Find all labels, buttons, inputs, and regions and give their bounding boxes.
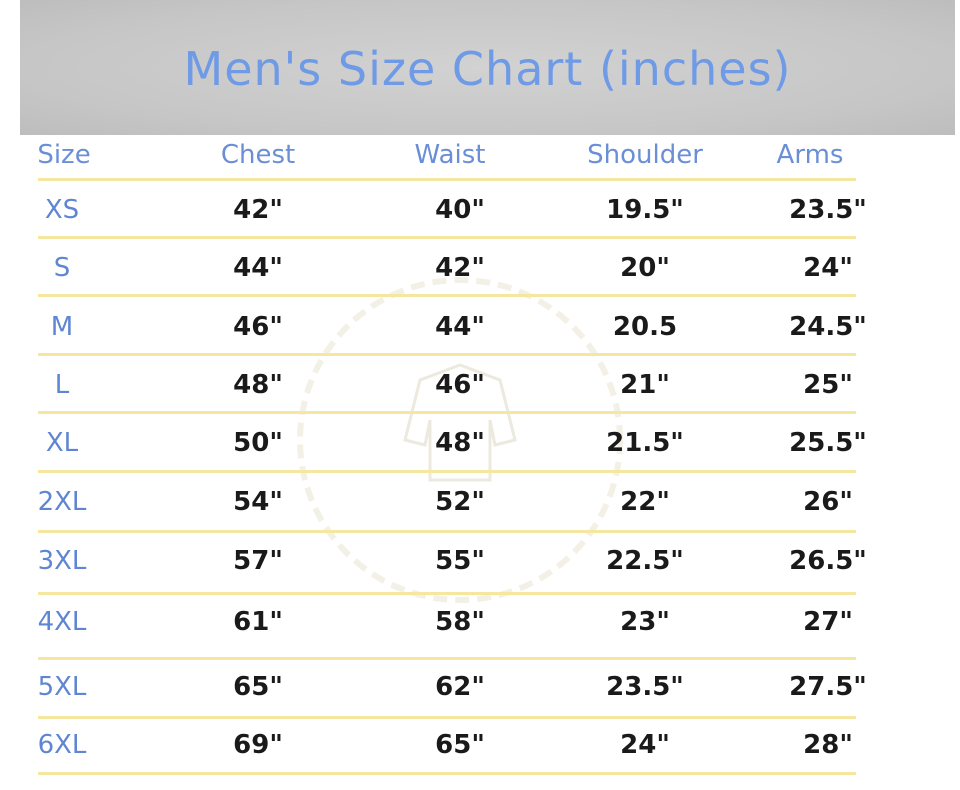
column-header-arms: Arms: [776, 140, 844, 170]
row-divider: [38, 353, 856, 356]
cell-waist: 58": [435, 607, 485, 637]
cell-arms: 23.5": [789, 195, 867, 225]
size-label: 2XL: [37, 487, 87, 517]
cell-arms: 24.5": [789, 312, 867, 342]
cell-chest: 42": [233, 195, 283, 225]
cell-chest: 46": [233, 312, 283, 342]
cell-chest: 57": [233, 546, 283, 576]
cell-waist: 44": [435, 312, 485, 342]
cell-waist: 52": [435, 487, 485, 517]
chart-title: Men's Size Chart (inches): [183, 42, 792, 96]
cell-shoulder: 24": [620, 730, 670, 760]
cell-shoulder: 20": [620, 253, 670, 283]
cell-waist: 46": [435, 370, 485, 400]
cell-arms: 27": [803, 607, 853, 637]
cell-waist: 62": [435, 672, 485, 702]
cell-arms: 25": [803, 370, 853, 400]
cell-arms: 26": [803, 487, 853, 517]
column-header-chest: Chest: [220, 140, 296, 170]
cell-arms: 28": [803, 730, 853, 760]
cell-shoulder: 20.5: [612, 312, 678, 342]
row-divider: [38, 716, 856, 719]
cell-waist: 55": [435, 546, 485, 576]
column-header-size: Size: [37, 140, 91, 170]
row-divider: [38, 470, 856, 473]
cell-arms: 24": [803, 253, 853, 283]
row-divider: [38, 592, 856, 595]
size-label: 4XL: [37, 607, 87, 637]
size-label: M: [50, 312, 74, 342]
size-label: XS: [44, 195, 80, 225]
row-divider: [38, 657, 856, 660]
size-label: 5XL: [37, 672, 87, 702]
column-header-shoulder: Shoulder: [587, 140, 703, 170]
row-divider: [38, 411, 856, 414]
cell-waist: 40": [435, 195, 485, 225]
cell-waist: 42": [435, 253, 485, 283]
cell-chest: 50": [233, 428, 283, 458]
size-label: S: [53, 253, 71, 283]
cell-arms: 26.5": [789, 546, 867, 576]
title-banner: Men's Size Chart (inches): [20, 0, 955, 135]
row-divider: [38, 530, 856, 533]
cell-arms: 25.5": [789, 428, 867, 458]
row-divider: [38, 294, 856, 297]
size-label: 3XL: [37, 546, 87, 576]
cell-waist: 65": [435, 730, 485, 760]
cell-shoulder: 23.5": [606, 672, 684, 702]
cell-chest: 48": [233, 370, 283, 400]
cell-chest: 61": [233, 607, 283, 637]
row-divider: [38, 236, 856, 239]
cell-shoulder: 22": [620, 487, 670, 517]
cell-shoulder: 22.5": [606, 546, 684, 576]
cell-shoulder: 19.5": [606, 195, 684, 225]
cell-shoulder: 21": [620, 370, 670, 400]
cell-waist: 48": [435, 428, 485, 458]
cell-chest: 69": [233, 730, 283, 760]
cell-shoulder: 21.5": [606, 428, 684, 458]
row-divider: [38, 772, 856, 775]
cell-arms: 27.5": [789, 672, 867, 702]
size-label: L: [54, 370, 70, 400]
column-header-waist: Waist: [414, 140, 486, 170]
cell-chest: 65": [233, 672, 283, 702]
size-label: XL: [45, 428, 79, 458]
watermark-logo: [297, 277, 623, 603]
cell-shoulder: 23": [620, 607, 670, 637]
cell-chest: 54": [233, 487, 283, 517]
row-divider: [38, 178, 856, 181]
cell-chest: 44": [233, 253, 283, 283]
size-label: 6XL: [37, 730, 87, 760]
